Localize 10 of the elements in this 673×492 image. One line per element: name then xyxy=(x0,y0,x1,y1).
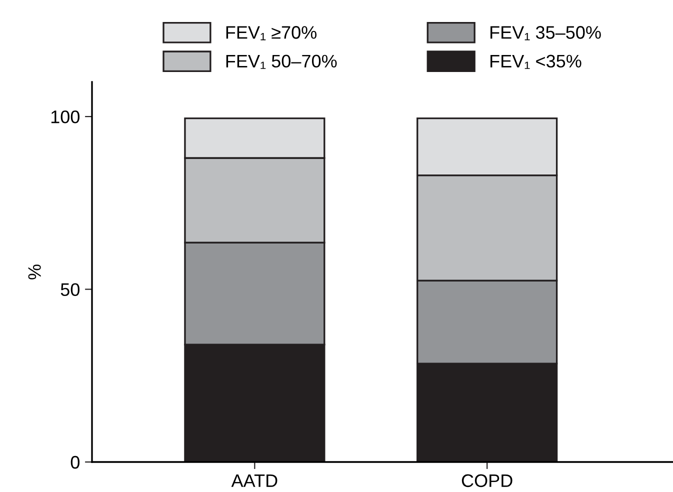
y-axis-title: % xyxy=(28,264,41,280)
y-tick-label: 100 xyxy=(51,110,80,124)
y-tick-label: 50 xyxy=(60,283,80,296)
x-tick-label: AATD xyxy=(231,474,278,487)
legend-label: FEV₁ 35–50% xyxy=(490,26,601,40)
legend-label: FEV₁ 50–70% xyxy=(226,54,337,69)
legend-label: FEV₁ <35% xyxy=(490,54,582,69)
x-tick-label: COPD xyxy=(462,474,512,488)
legend-label: FEV₁ ≥70% xyxy=(226,26,317,40)
y-tick-label: 0 xyxy=(70,456,80,469)
